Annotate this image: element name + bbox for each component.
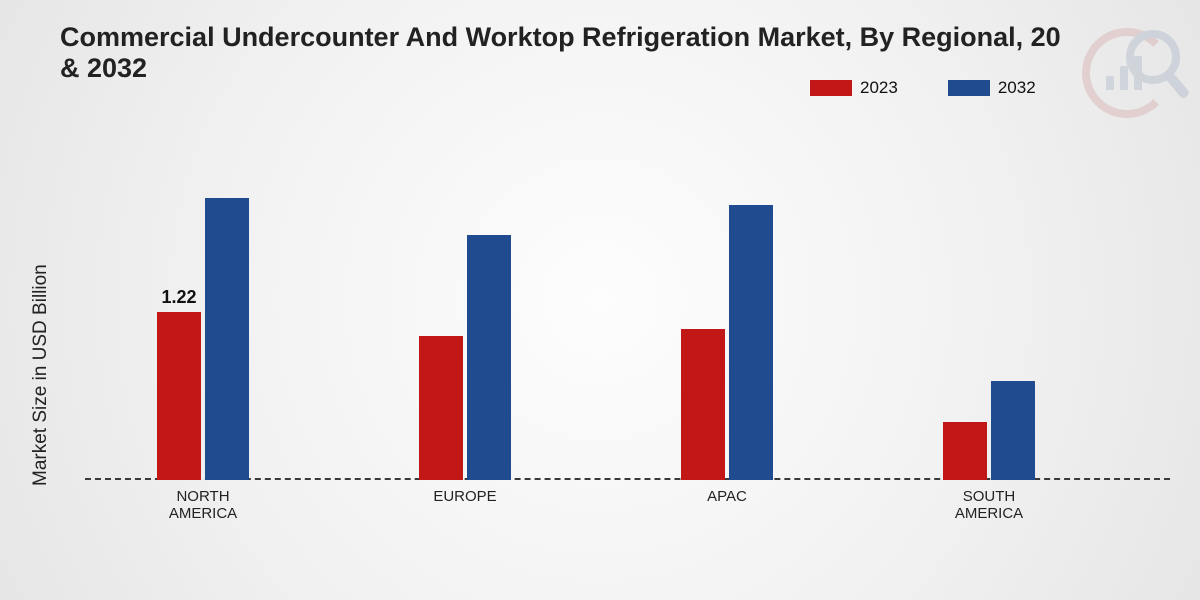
y-axis-title: Market Size in USD Billion bbox=[30, 264, 52, 486]
bar-2032 bbox=[467, 235, 511, 480]
bar-group bbox=[419, 150, 511, 480]
legend-label-2032: 2032 bbox=[998, 78, 1036, 98]
bar-group bbox=[943, 150, 1035, 480]
x-axis-label: APAC bbox=[631, 488, 823, 505]
bar-2023 bbox=[681, 329, 725, 480]
bar-2023 bbox=[419, 336, 463, 480]
chart-legend: 2023 2032 bbox=[810, 78, 1036, 98]
bar-group bbox=[681, 150, 773, 480]
bar-data-label: 1.22 bbox=[149, 287, 209, 308]
legend-item-2023: 2023 bbox=[810, 78, 898, 98]
chart-canvas: Commercial Undercounter And Worktop Refr… bbox=[0, 0, 1200, 600]
x-axis-label: EUROPE bbox=[369, 488, 561, 505]
x-axis-label: SOUTH AMERICA bbox=[893, 488, 1085, 523]
bar-2032 bbox=[991, 381, 1035, 480]
legend-label-2023: 2023 bbox=[860, 78, 898, 98]
plot-area: 1.22NORTH AMERICAEUROPEAPACSOUTH AMERICA… bbox=[85, 150, 1170, 480]
x-axis-label: MEA bbox=[1155, 488, 1200, 505]
legend-swatch-2032 bbox=[948, 80, 990, 96]
bar-2032 bbox=[205, 198, 249, 480]
bar-2023 bbox=[943, 422, 987, 480]
legend-swatch-2023 bbox=[810, 80, 852, 96]
bar-2032 bbox=[729, 205, 773, 480]
chart-title: Commercial Undercounter And Worktop Refr… bbox=[60, 22, 1200, 84]
bar-group: 1.22 bbox=[157, 150, 249, 480]
x-axis-label: NORTH AMERICA bbox=[107, 488, 299, 523]
legend-item-2032: 2032 bbox=[948, 78, 1036, 98]
bar-2023 bbox=[157, 312, 201, 480]
